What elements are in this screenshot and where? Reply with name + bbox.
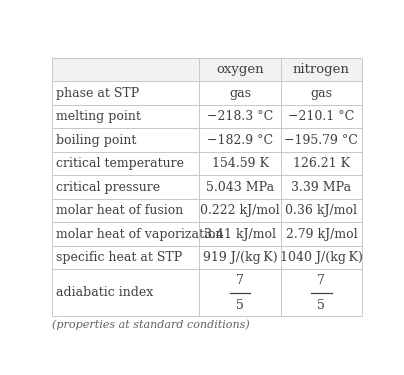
- Text: 7: 7: [236, 274, 244, 287]
- Text: −210.1 °C: −210.1 °C: [288, 110, 355, 123]
- Text: −218.3 °C: −218.3 °C: [207, 110, 273, 123]
- Text: −182.9 °C: −182.9 °C: [207, 134, 273, 147]
- Bar: [52, 58, 362, 81]
- Text: 126.21 K: 126.21 K: [293, 157, 350, 170]
- Bar: [52, 246, 362, 269]
- Text: 5: 5: [318, 299, 325, 312]
- Text: 2.79 kJ/mol: 2.79 kJ/mol: [286, 228, 357, 241]
- Text: 0.222 kJ/mol: 0.222 kJ/mol: [200, 204, 280, 217]
- Text: 5: 5: [236, 299, 244, 312]
- Text: melting point: melting point: [56, 110, 141, 123]
- Bar: [52, 199, 362, 222]
- Text: phase at STP: phase at STP: [56, 87, 139, 100]
- Text: nitrogen: nitrogen: [293, 63, 350, 76]
- Text: 1040 J/(kg K): 1040 J/(kg K): [280, 251, 363, 264]
- Text: (properties at standard conditions): (properties at standard conditions): [52, 320, 250, 330]
- Bar: [52, 269, 362, 316]
- Text: molar heat of fusion: molar heat of fusion: [56, 204, 183, 217]
- Text: molar heat of vaporization: molar heat of vaporization: [56, 228, 223, 241]
- Text: gas: gas: [229, 87, 251, 100]
- Bar: [52, 176, 362, 199]
- Text: specific heat at STP: specific heat at STP: [56, 251, 182, 264]
- Text: oxygen: oxygen: [216, 63, 264, 76]
- Text: critical temperature: critical temperature: [56, 157, 184, 170]
- Text: 154.59 K: 154.59 K: [212, 157, 269, 170]
- Text: 3.41 kJ/mol: 3.41 kJ/mol: [204, 228, 276, 241]
- Text: 919 J/(kg K): 919 J/(kg K): [203, 251, 278, 264]
- Bar: [52, 222, 362, 246]
- Bar: [52, 152, 362, 176]
- Text: gas: gas: [310, 87, 332, 100]
- Bar: [52, 81, 362, 105]
- Text: 0.36 kJ/mol: 0.36 kJ/mol: [286, 204, 358, 217]
- Text: critical pressure: critical pressure: [56, 181, 160, 194]
- Text: 5.043 MPa: 5.043 MPa: [206, 181, 274, 194]
- Text: −195.79 °C: −195.79 °C: [284, 134, 358, 147]
- Text: 3.39 MPa: 3.39 MPa: [291, 181, 351, 194]
- Bar: [52, 105, 362, 129]
- Text: adiabatic index: adiabatic index: [56, 286, 153, 299]
- Text: boiling point: boiling point: [56, 134, 136, 147]
- Text: 7: 7: [318, 274, 325, 287]
- Bar: [52, 129, 362, 152]
